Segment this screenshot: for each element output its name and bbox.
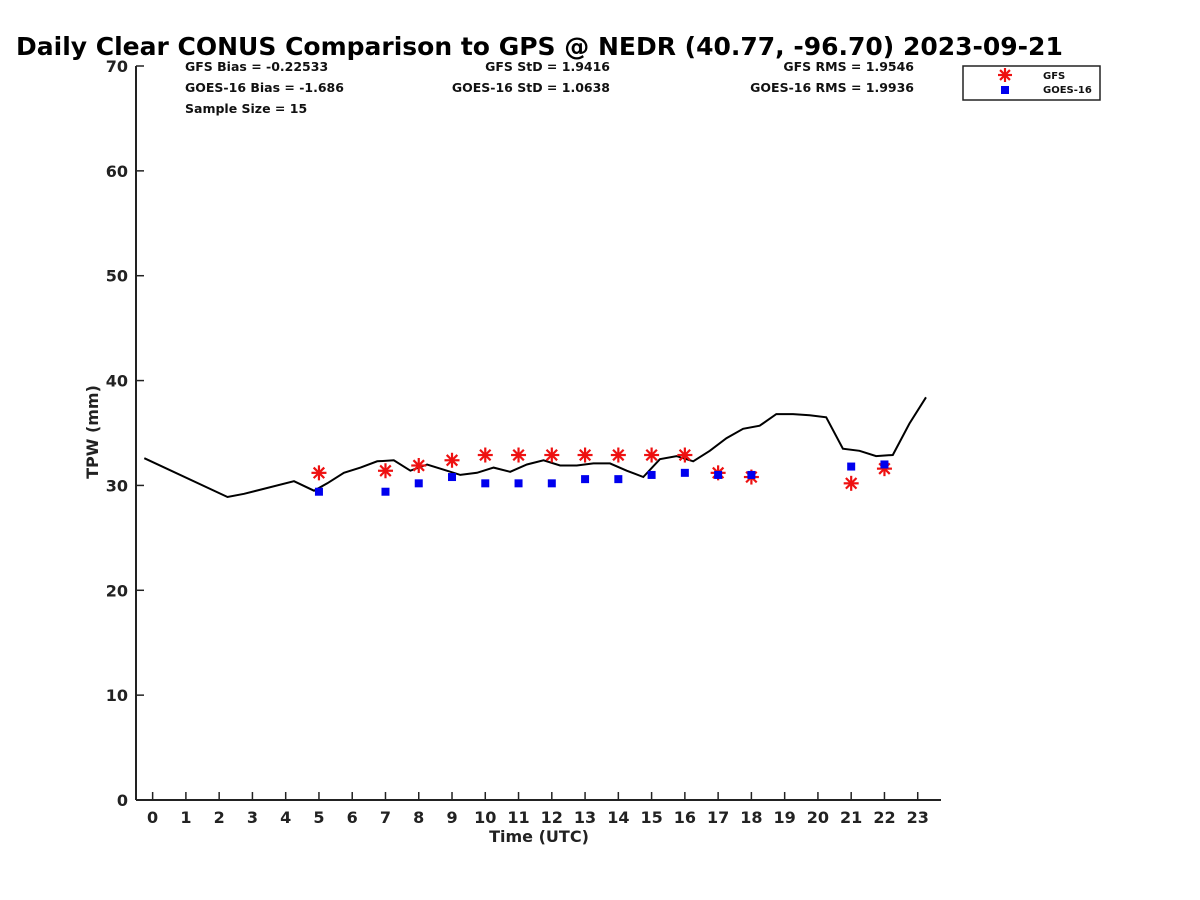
- x-tick-label: 21: [840, 808, 862, 827]
- legend-goes-label: GOES-16: [1043, 85, 1092, 96]
- legend-box: [962, 65, 1101, 101]
- gfs-point: [577, 447, 593, 463]
- gfs-point: [444, 452, 460, 468]
- goes-point: [547, 479, 556, 488]
- stat-goes-std: GOES-16 StD = 1.0638: [452, 80, 610, 95]
- x-tick-label: 15: [640, 808, 662, 827]
- goes-point: [581, 475, 590, 484]
- goes-point: [448, 473, 457, 482]
- x-tick-label: 1: [180, 808, 191, 827]
- legend: GFS GOES-16: [962, 65, 1101, 101]
- goes-point: [481, 479, 490, 488]
- stat-sample-size: Sample Size = 15: [185, 101, 307, 116]
- gfs-point: [677, 447, 693, 463]
- legend-gfs-star: [998, 68, 1012, 82]
- goes-point: [880, 460, 889, 469]
- x-tick-label: 7: [380, 808, 391, 827]
- y-tick-label: 20: [106, 581, 128, 600]
- gfs-point: [610, 447, 626, 463]
- x-ticks: 0 1 2 3 4 5 6 7 8 9 10 11 12 13 14 15 16 17 18 19 20 21 22 23: [147, 792, 929, 827]
- gfs-point: [644, 447, 660, 463]
- y-tick-label: 50: [106, 267, 128, 286]
- gfs-point: [311, 465, 327, 481]
- goes-point: [614, 475, 623, 484]
- x-tick-label: 6: [347, 808, 358, 827]
- x-axis-label: Time (UTC): [489, 827, 589, 846]
- stat-gfs-rms: GFS RMS = 1.9546: [783, 59, 914, 74]
- gfs-point: [544, 447, 560, 463]
- chart-title: Daily Clear CONUS Comparison to GPS @ NE…: [16, 32, 1063, 61]
- x-tick-label: 20: [807, 808, 829, 827]
- gfs-point: [377, 463, 393, 479]
- y-tick-label: 60: [106, 162, 128, 181]
- x-tick-label: 19: [774, 808, 796, 827]
- legend-gfs-label: GFS: [1043, 71, 1065, 82]
- gfs-point: [843, 475, 859, 491]
- x-tick-label: 22: [873, 808, 895, 827]
- y-tick-label: 10: [106, 686, 128, 705]
- y-tick-label: 40: [106, 372, 128, 391]
- x-tick-label: 12: [541, 808, 563, 827]
- legend-goes-square: [1001, 86, 1009, 94]
- stat-gfs-bias: GFS Bias = -0.22533: [185, 59, 328, 74]
- goes-point: [381, 487, 390, 496]
- x-tick-label: 18: [740, 808, 762, 827]
- x-tick-label: 17: [707, 808, 729, 827]
- x-tick-label: 2: [214, 808, 225, 827]
- y-tick-label: 70: [106, 57, 128, 76]
- x-tick-label: 3: [247, 808, 258, 827]
- stat-gfs-std: GFS StD = 1.9416: [485, 59, 610, 74]
- goes-point: [314, 487, 323, 496]
- series-layer: [143, 396, 927, 499]
- x-tick-label: 8: [413, 808, 424, 827]
- x-tick-label: 5: [313, 808, 324, 827]
- y-ticks: 0 10 20 30 40 50 60 70: [106, 57, 144, 810]
- legend-gfs-marker: [998, 68, 1012, 82]
- legend-goes-marker: [1001, 86, 1009, 94]
- stat-goes-bias: GOES-16 Bias = -1.686: [185, 80, 344, 95]
- stat-goes-rms: GOES-16 RMS = 1.9936: [750, 80, 914, 95]
- gfs-point: [411, 458, 427, 474]
- gfs-point: [477, 447, 493, 463]
- x-tick-label: 11: [507, 808, 529, 827]
- goes-point: [514, 479, 523, 488]
- y-axis-label: TPW (mm): [83, 385, 102, 479]
- x-tick-label: 9: [446, 808, 457, 827]
- goes-point: [680, 468, 689, 477]
- x-tick-label: 16: [674, 808, 696, 827]
- goes-point: [847, 462, 856, 471]
- goes-point: [647, 470, 656, 479]
- x-tick-label: 13: [574, 808, 596, 827]
- x-tick-label: 23: [907, 808, 929, 827]
- y-tick-label: 0: [117, 791, 128, 810]
- goes-point: [414, 479, 423, 488]
- x-tick-label: 14: [607, 808, 629, 827]
- x-tick-label: 10: [474, 808, 496, 827]
- gps-series-line: [143, 396, 927, 499]
- goes-point: [747, 470, 756, 479]
- gfs-point: [511, 447, 527, 463]
- goes-point: [714, 470, 723, 479]
- x-tick-label: 0: [147, 808, 158, 827]
- x-tick-label: 4: [280, 808, 291, 827]
- y-tick-label: 30: [106, 476, 128, 495]
